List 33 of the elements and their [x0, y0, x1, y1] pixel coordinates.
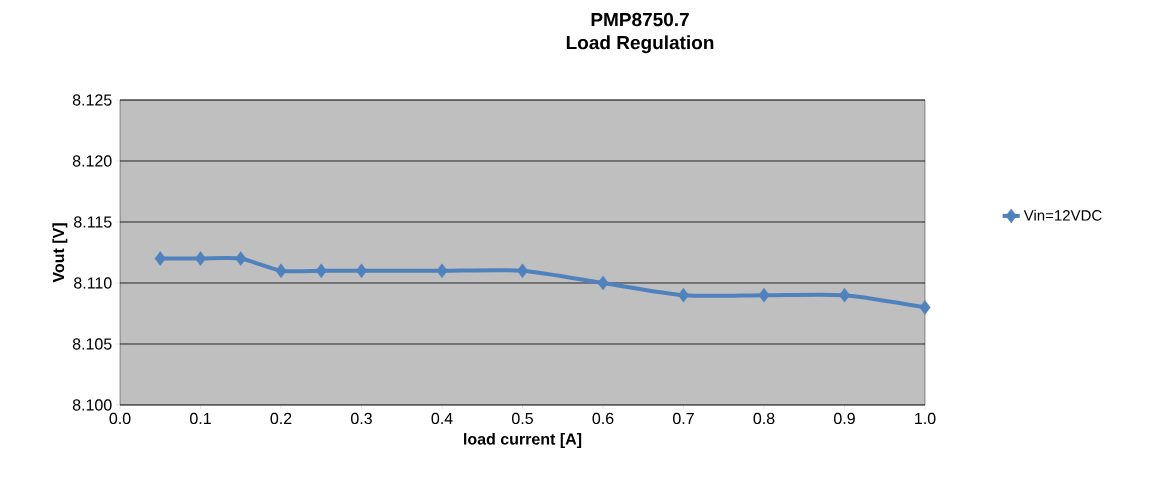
y-tick-label: 8.105	[72, 338, 112, 350]
point	[315, 263, 327, 279]
chart-subtitle: Load Regulation	[566, 35, 714, 54]
y-tick-label: 8.100	[72, 399, 112, 411]
y-tick-label: 8.120	[72, 155, 112, 167]
x-tick-label: 0.2	[270, 412, 292, 425]
point	[235, 251, 247, 266]
point	[758, 287, 770, 303]
x-tick-label: 0.9	[834, 412, 855, 425]
x-tick-label: 0.1	[190, 412, 211, 425]
x-tick-label: 0.3	[351, 412, 372, 425]
y-tick-label: 8.115	[74, 216, 112, 228]
y-tick-label: 8.125	[72, 94, 112, 106]
x-axis-title: load current [A]	[464, 432, 582, 448]
x-tick-label: 0.5	[512, 412, 533, 425]
x-tick-label: 0.6	[592, 412, 614, 425]
x-tick-label: 0.4	[431, 412, 453, 425]
y-axis-title: Vout [V]	[52, 223, 68, 283]
legend-label: Vin=12VDC	[1023, 209, 1102, 221]
point	[275, 263, 287, 279]
x-tick-label: 1.0	[915, 412, 936, 425]
point	[597, 275, 609, 291]
point	[517, 263, 529, 279]
x-tick-label: 0.7	[673, 412, 694, 425]
x-tick-label: 0.0	[109, 412, 131, 425]
x-tick-label: 0.8	[753, 412, 775, 425]
point	[919, 300, 931, 315]
point	[154, 251, 166, 266]
chart-title: PMP8750.7	[591, 12, 689, 27]
point	[436, 263, 448, 279]
y-tick-label: 8.110	[74, 277, 112, 289]
point	[195, 251, 207, 266]
point	[356, 263, 368, 279]
